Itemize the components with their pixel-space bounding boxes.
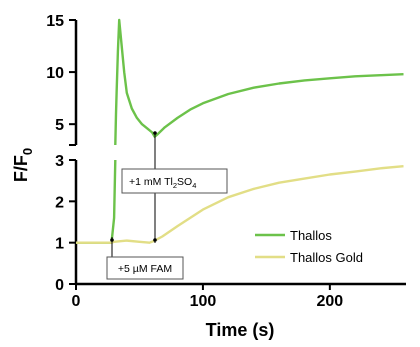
legend-label-thallos-gold: Thallos Gold xyxy=(290,250,363,265)
x-tick-label: 0 xyxy=(72,293,81,310)
series-line-thallos-lower xyxy=(76,159,117,244)
tl-marker-dot-upper xyxy=(153,131,157,135)
tl-marker-dot-lower xyxy=(153,238,157,242)
tl-annotation-box xyxy=(121,168,228,194)
fam-annotation-box xyxy=(106,256,184,280)
annotation-layer: +5 µM FAM +1 mM Tl2SO4 xyxy=(106,131,228,280)
x-tick-label: 200 xyxy=(316,293,343,310)
x-tick-label: 100 xyxy=(190,293,217,310)
legend: Thallos Thallos Gold xyxy=(255,228,363,265)
series-layer xyxy=(76,18,404,244)
y-tick-label: 15 xyxy=(46,13,64,30)
axes xyxy=(74,20,406,286)
tick-layer: 0 100 200 0 1 2 3 5 10 15 xyxy=(46,13,343,310)
fam-marker-dot xyxy=(110,238,114,242)
legend-label-thallos: Thallos xyxy=(290,228,332,243)
fam-annotation-label: +5 µM FAM xyxy=(118,263,172,275)
y-axis-label: F/F0 xyxy=(11,148,35,182)
y-tick-label: 1 xyxy=(55,236,64,253)
tl-annotation-label: +1 mM Tl2SO4 xyxy=(129,176,196,190)
y-tick-label: 0 xyxy=(55,277,64,294)
y-tick-label: 3 xyxy=(55,153,64,170)
series-line-thallos-upper xyxy=(114,18,404,146)
y-tick-label: 5 xyxy=(55,117,64,134)
y-tick-label: 10 xyxy=(46,65,64,82)
series-line-thallos-gold-lower xyxy=(76,165,404,244)
x-axis-label: Time (s) xyxy=(206,320,275,340)
y-tick-label: 2 xyxy=(55,194,64,211)
